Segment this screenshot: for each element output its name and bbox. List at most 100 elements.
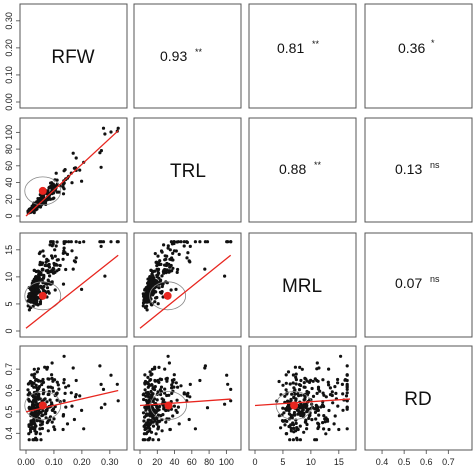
data-point xyxy=(301,413,306,417)
y-tick-label: 0.10 xyxy=(4,66,14,84)
data-point xyxy=(143,382,147,386)
data-point xyxy=(286,406,290,410)
data-point xyxy=(47,392,51,396)
data-point xyxy=(55,190,59,194)
data-point xyxy=(156,408,160,412)
data-point xyxy=(44,408,48,412)
data-point xyxy=(63,391,67,395)
data-point xyxy=(160,284,164,289)
data-point xyxy=(155,406,159,410)
corr-trl-rd: 0.13 ns xyxy=(395,160,440,177)
data-point xyxy=(172,404,176,408)
data-point xyxy=(64,385,68,389)
data-point xyxy=(30,205,34,209)
data-point xyxy=(61,192,66,196)
x-tick-label: 0.4 xyxy=(376,457,389,467)
data-point xyxy=(298,424,302,428)
data-point xyxy=(149,268,153,272)
data-point xyxy=(166,408,170,412)
data-point xyxy=(45,286,50,290)
data-point xyxy=(38,432,42,436)
data-point xyxy=(42,284,46,289)
fit-line xyxy=(254,398,351,407)
data-point xyxy=(166,354,170,358)
data-point xyxy=(292,426,296,430)
y-tick-label: 10 xyxy=(4,272,14,282)
data-point xyxy=(171,414,175,418)
data-point xyxy=(30,285,34,289)
data-point xyxy=(99,382,103,386)
data-point xyxy=(62,240,66,244)
data-point xyxy=(168,265,172,269)
x-tick-label: 0.5 xyxy=(398,457,411,467)
data-point xyxy=(315,391,319,395)
data-point xyxy=(34,432,38,436)
data-point xyxy=(305,379,309,383)
data-point xyxy=(141,304,145,308)
data-point xyxy=(55,240,59,244)
scatter-rd-vs-trl xyxy=(139,354,233,442)
data-point xyxy=(307,414,311,418)
data-point xyxy=(185,240,189,244)
data-point xyxy=(293,365,297,369)
data-point xyxy=(61,427,65,432)
data-point xyxy=(145,400,149,404)
data-point xyxy=(322,414,326,418)
data-point xyxy=(281,406,285,410)
data-point xyxy=(40,426,45,431)
data-point xyxy=(27,391,32,395)
data-point xyxy=(185,256,189,260)
data-point xyxy=(291,381,295,385)
data-point xyxy=(61,251,65,255)
data-point xyxy=(341,392,345,396)
var-label-trl: TRL xyxy=(170,161,206,182)
data-point xyxy=(284,373,288,377)
concentration-ellipse xyxy=(150,391,187,420)
y-tick-label: 0 xyxy=(4,213,14,218)
data-point xyxy=(328,386,332,390)
data-point xyxy=(145,308,149,312)
data-point xyxy=(153,419,157,423)
data-point xyxy=(45,400,49,404)
data-point xyxy=(319,405,323,409)
data-point xyxy=(146,430,150,434)
x-tick-label: 100 xyxy=(219,457,234,467)
data-point xyxy=(155,260,159,264)
data-point xyxy=(51,197,55,201)
fit-line xyxy=(25,130,119,217)
corr-mrl-rd: 0.07 ns xyxy=(395,274,440,291)
y-tick-label: 0.6 xyxy=(4,384,14,397)
corr-significance: * xyxy=(431,38,435,48)
scatter-trl-vs-rfw xyxy=(24,126,120,217)
data-point xyxy=(345,364,349,368)
data-point xyxy=(47,185,52,189)
corr-value: 0.36 xyxy=(398,40,425,56)
data-point xyxy=(70,181,74,185)
data-point xyxy=(176,240,180,244)
data-point xyxy=(303,395,307,399)
data-point xyxy=(53,178,57,182)
data-point xyxy=(172,241,176,246)
corr-rfw-mrl: 0.81 ** xyxy=(277,39,320,56)
data-point xyxy=(166,244,170,248)
data-point xyxy=(65,422,70,426)
data-point xyxy=(53,270,57,274)
data-point xyxy=(282,411,286,415)
data-point xyxy=(145,413,150,417)
scatter-mrl-vs-trl xyxy=(139,240,233,329)
data-point xyxy=(226,382,230,386)
data-point xyxy=(332,422,336,426)
y-tick-label: 100 xyxy=(4,125,14,140)
data-point xyxy=(50,420,54,424)
data-point xyxy=(50,386,55,390)
data-point xyxy=(62,354,66,358)
data-point xyxy=(143,438,147,442)
data-point xyxy=(162,398,166,402)
data-point xyxy=(316,421,320,425)
data-point xyxy=(28,379,33,384)
data-point xyxy=(305,408,309,413)
data-point xyxy=(174,408,178,412)
data-point xyxy=(160,274,164,278)
data-point xyxy=(151,438,155,442)
